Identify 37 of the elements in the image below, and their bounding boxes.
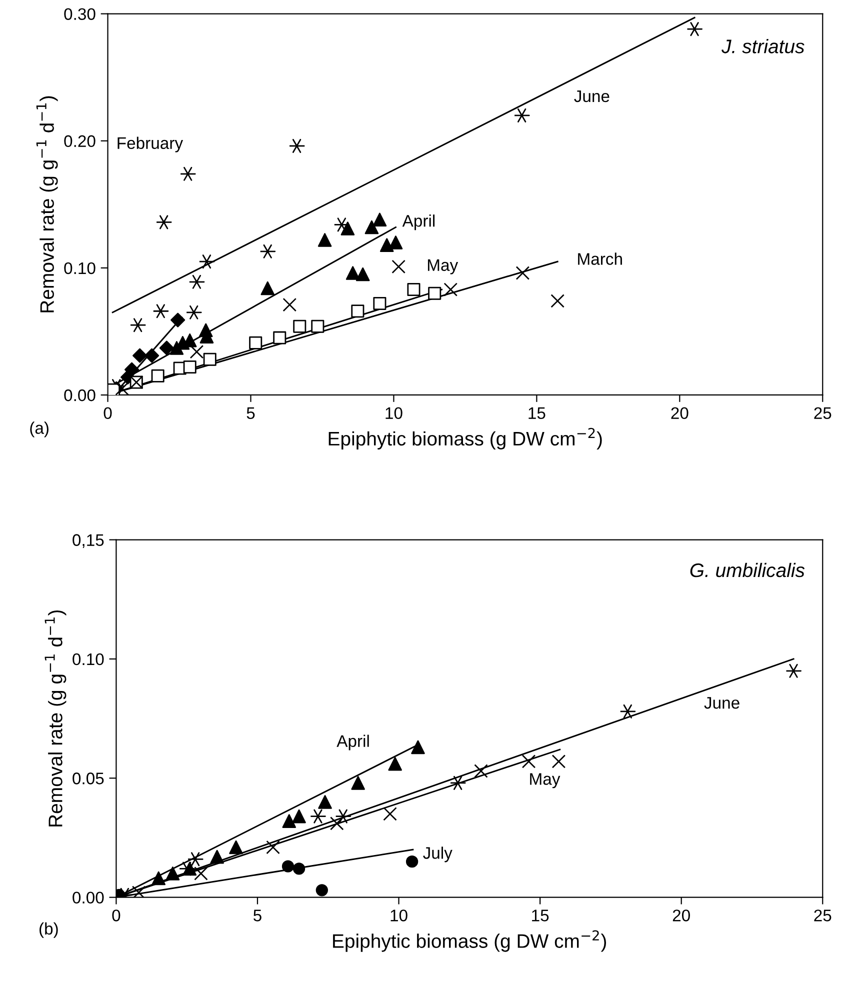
x-tick-label: 0 (104, 407, 112, 420)
text: J. striatus (722, 39, 804, 54)
x-tick-label: 10 (386, 407, 402, 420)
annotation: June (574, 90, 610, 102)
y-tick-label: 0.00 (64, 389, 96, 402)
text: G. umbilicalis (690, 562, 805, 578)
text: (b) (40, 922, 58, 938)
x-tick-label: 10 (390, 910, 408, 922)
y-tick-label: 0.05 (72, 772, 104, 784)
y-tick-label: 0.00 (72, 892, 104, 904)
y-axis-title: Removal rate (g g$^{−1}$ d$^{−1}$) (44, 610, 66, 826)
x-tick-label: 20 (671, 407, 688, 420)
annotation: June (704, 697, 740, 709)
x-tick-label: 25 (814, 910, 832, 922)
y-tick-label: 0.10 (72, 653, 104, 666)
y-tick-label: 0.30 (64, 8, 96, 20)
annotation: April (336, 734, 369, 750)
annotation: March (578, 252, 622, 265)
annotation: April (402, 214, 435, 230)
annotation: July (423, 846, 452, 862)
y-tick-label: 0,15 (72, 534, 104, 548)
annotation: May (428, 259, 458, 274)
y-axis-title: Removal rate (g g$^{−1}$ d$^{−1}$) (36, 96, 58, 312)
x-tick-label: 20 (672, 910, 690, 922)
x-tick-label: 15 (528, 407, 546, 420)
x-axis-title: Epiphytic biomass (g DW cm$^{−2}$) (328, 428, 602, 450)
x-tick-label: 0 (112, 910, 120, 922)
y-tick-label: 0.10 (64, 262, 96, 274)
annotation: May (530, 773, 560, 788)
x-tick-label: 15 (532, 910, 549, 922)
annotation: February (118, 136, 184, 152)
x-tick-label: 5 (246, 407, 255, 420)
text: (a) (30, 422, 48, 438)
x-tick-label: 25 (814, 407, 832, 420)
x-tick-label: 5 (254, 910, 262, 922)
x-axis-title: Epiphytic biomass (g DW cm$^{−2}$) (333, 930, 606, 952)
y-tick-label: 0.20 (64, 135, 96, 148)
